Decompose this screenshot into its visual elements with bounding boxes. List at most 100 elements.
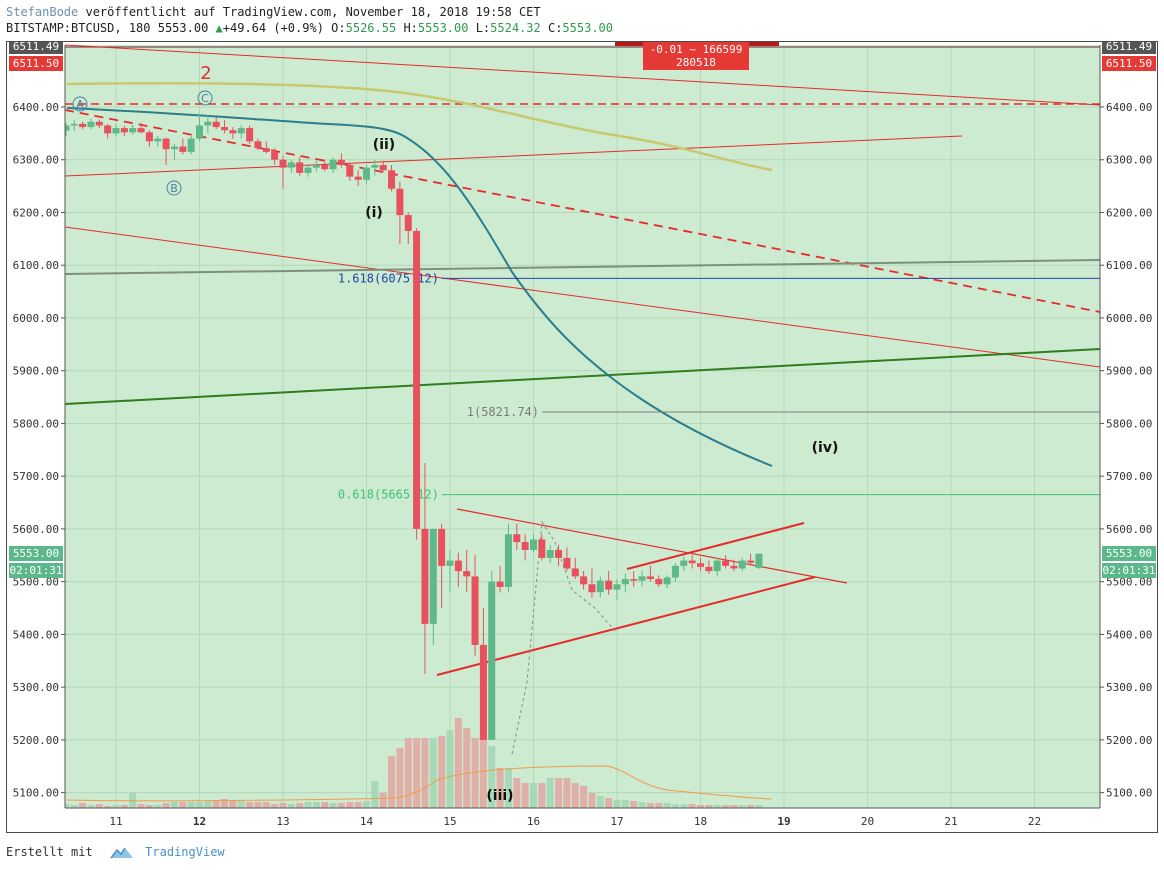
chart-frame[interactable]: 1.618(6075.12) 1(5821.74) 0.618(5665.12) A B…: [6, 41, 1158, 833]
candle-body[interactable]: [212, 121, 220, 128]
volume-bar: [563, 778, 571, 808]
candle-body[interactable]: [555, 550, 563, 558]
candle-body[interactable]: [187, 138, 195, 152]
candle-body[interactable]: [438, 528, 446, 566]
candle-body[interactable]: [471, 576, 479, 645]
candle-body[interactable]: [329, 159, 337, 170]
candle-body[interactable]: [388, 170, 396, 189]
candle-body[interactable]: [421, 528, 429, 624]
candle-body[interactable]: [488, 581, 496, 740]
candle-body[interactable]: [179, 146, 187, 152]
candle-body[interactable]: [479, 644, 487, 740]
candle-body[interactable]: [688, 560, 696, 564]
candle-body[interactable]: [722, 560, 730, 566]
triangle-lower-line: [436, 576, 816, 676]
candle-body[interactable]: [371, 165, 379, 168]
candle-body[interactable]: [655, 579, 663, 585]
candle-body[interactable]: [321, 165, 329, 170]
candle-body[interactable]: [596, 580, 604, 593]
candle-body[interactable]: [705, 566, 713, 572]
candle-body[interactable]: [605, 580, 613, 590]
candle-body[interactable]: [312, 165, 320, 168]
candle-body[interactable]: [196, 125, 203, 139]
candle-body[interactable]: [221, 127, 229, 131]
candle-body[interactable]: [279, 159, 287, 168]
candle-body[interactable]: [521, 542, 529, 551]
candle-body[interactable]: [346, 165, 354, 177]
candle-body[interactable]: [79, 123, 87, 128]
plot-area[interactable]: [65, 45, 1100, 808]
candle-body[interactable]: [62, 125, 70, 131]
candle-body[interactable]: [413, 230, 421, 529]
candle-body[interactable]: [154, 138, 162, 142]
candle-body[interactable]: [730, 565, 738, 569]
candle-body[interactable]: [530, 539, 537, 551]
candle-body[interactable]: [204, 121, 212, 126]
candle-body[interactable]: [588, 584, 596, 593]
candle-body[interactable]: [363, 167, 370, 180]
candle-body[interactable]: [112, 128, 120, 134]
x-tick-label: 11: [109, 815, 122, 828]
candle-body[interactable]: [680, 560, 688, 566]
candle-body[interactable]: [229, 130, 237, 134]
candle-body[interactable]: [404, 215, 412, 231]
candle-body[interactable]: [170, 146, 178, 150]
candle-body[interactable]: [137, 128, 145, 133]
created-with-label: Erstellt mit: [6, 845, 93, 859]
candle-body[interactable]: [104, 125, 112, 134]
candle-body[interactable]: [513, 534, 521, 543]
candle-body[interactable]: [638, 576, 646, 581]
candle-body[interactable]: [246, 128, 254, 142]
candle-body[interactable]: [162, 138, 170, 150]
candle-body[interactable]: [296, 162, 304, 173]
candle-body[interactable]: [254, 141, 262, 149]
candle-body[interactable]: [613, 584, 621, 590]
volume-bar: [621, 800, 629, 808]
candle-body[interactable]: [454, 560, 462, 572]
candle-body[interactable]: [396, 188, 404, 216]
candle-body[interactable]: [563, 557, 571, 569]
volume-bar: [630, 801, 638, 808]
candle-body[interactable]: [129, 128, 137, 133]
candle-body[interactable]: [145, 132, 153, 142]
candle-body[interactable]: [304, 167, 312, 173]
candle-body[interactable]: [379, 165, 387, 171]
candle-body[interactable]: [580, 576, 588, 585]
candle-body[interactable]: [747, 560, 755, 563]
candle-body[interactable]: [271, 151, 279, 160]
candle-body[interactable]: [538, 539, 546, 558]
candle-body[interactable]: [713, 560, 721, 572]
candle-body[interactable]: [755, 553, 763, 568]
candle-body[interactable]: [120, 128, 128, 133]
author-link[interactable]: StefanBode: [6, 5, 79, 19]
volume-bar: [697, 805, 704, 808]
candle-body[interactable]: [429, 528, 437, 624]
top-right-badge: 6511.49: [1106, 42, 1152, 53]
candle-body[interactable]: [504, 534, 512, 587]
candle-body[interactable]: [337, 159, 345, 166]
candle-body[interactable]: [546, 550, 554, 558]
candle-body[interactable]: [738, 560, 746, 569]
candle-body[interactable]: [237, 128, 245, 134]
chart-canvas[interactable]: 1.618(6075.12) 1(5821.74) 0.618(5665.12) A B…: [7, 42, 1157, 832]
candle-body[interactable]: [671, 565, 679, 578]
candle-body[interactable]: [697, 563, 704, 567]
candle-body[interactable]: [463, 571, 471, 577]
candle-body[interactable]: [571, 568, 579, 577]
candle-body[interactable]: [95, 121, 103, 126]
candle-body[interactable]: [354, 176, 362, 180]
candle-body[interactable]: [446, 560, 454, 566]
candle-body[interactable]: [646, 576, 654, 580]
wave-label-c: C: [201, 92, 209, 105]
candle-body[interactable]: [663, 577, 671, 585]
tradingview-link[interactable]: TradingView: [145, 845, 225, 859]
fib-level-label: 0.618(5665.12): [338, 488, 439, 502]
candle-body[interactable]: [262, 148, 270, 152]
candle-body[interactable]: [70, 123, 78, 126]
candle-body[interactable]: [287, 162, 295, 168]
candle-body[interactable]: [621, 579, 629, 585]
change-value: +49.64 (+0.9%): [222, 21, 324, 35]
candle-body[interactable]: [87, 121, 95, 128]
candle-body[interactable]: [630, 579, 638, 581]
candle-body[interactable]: [496, 581, 504, 587]
